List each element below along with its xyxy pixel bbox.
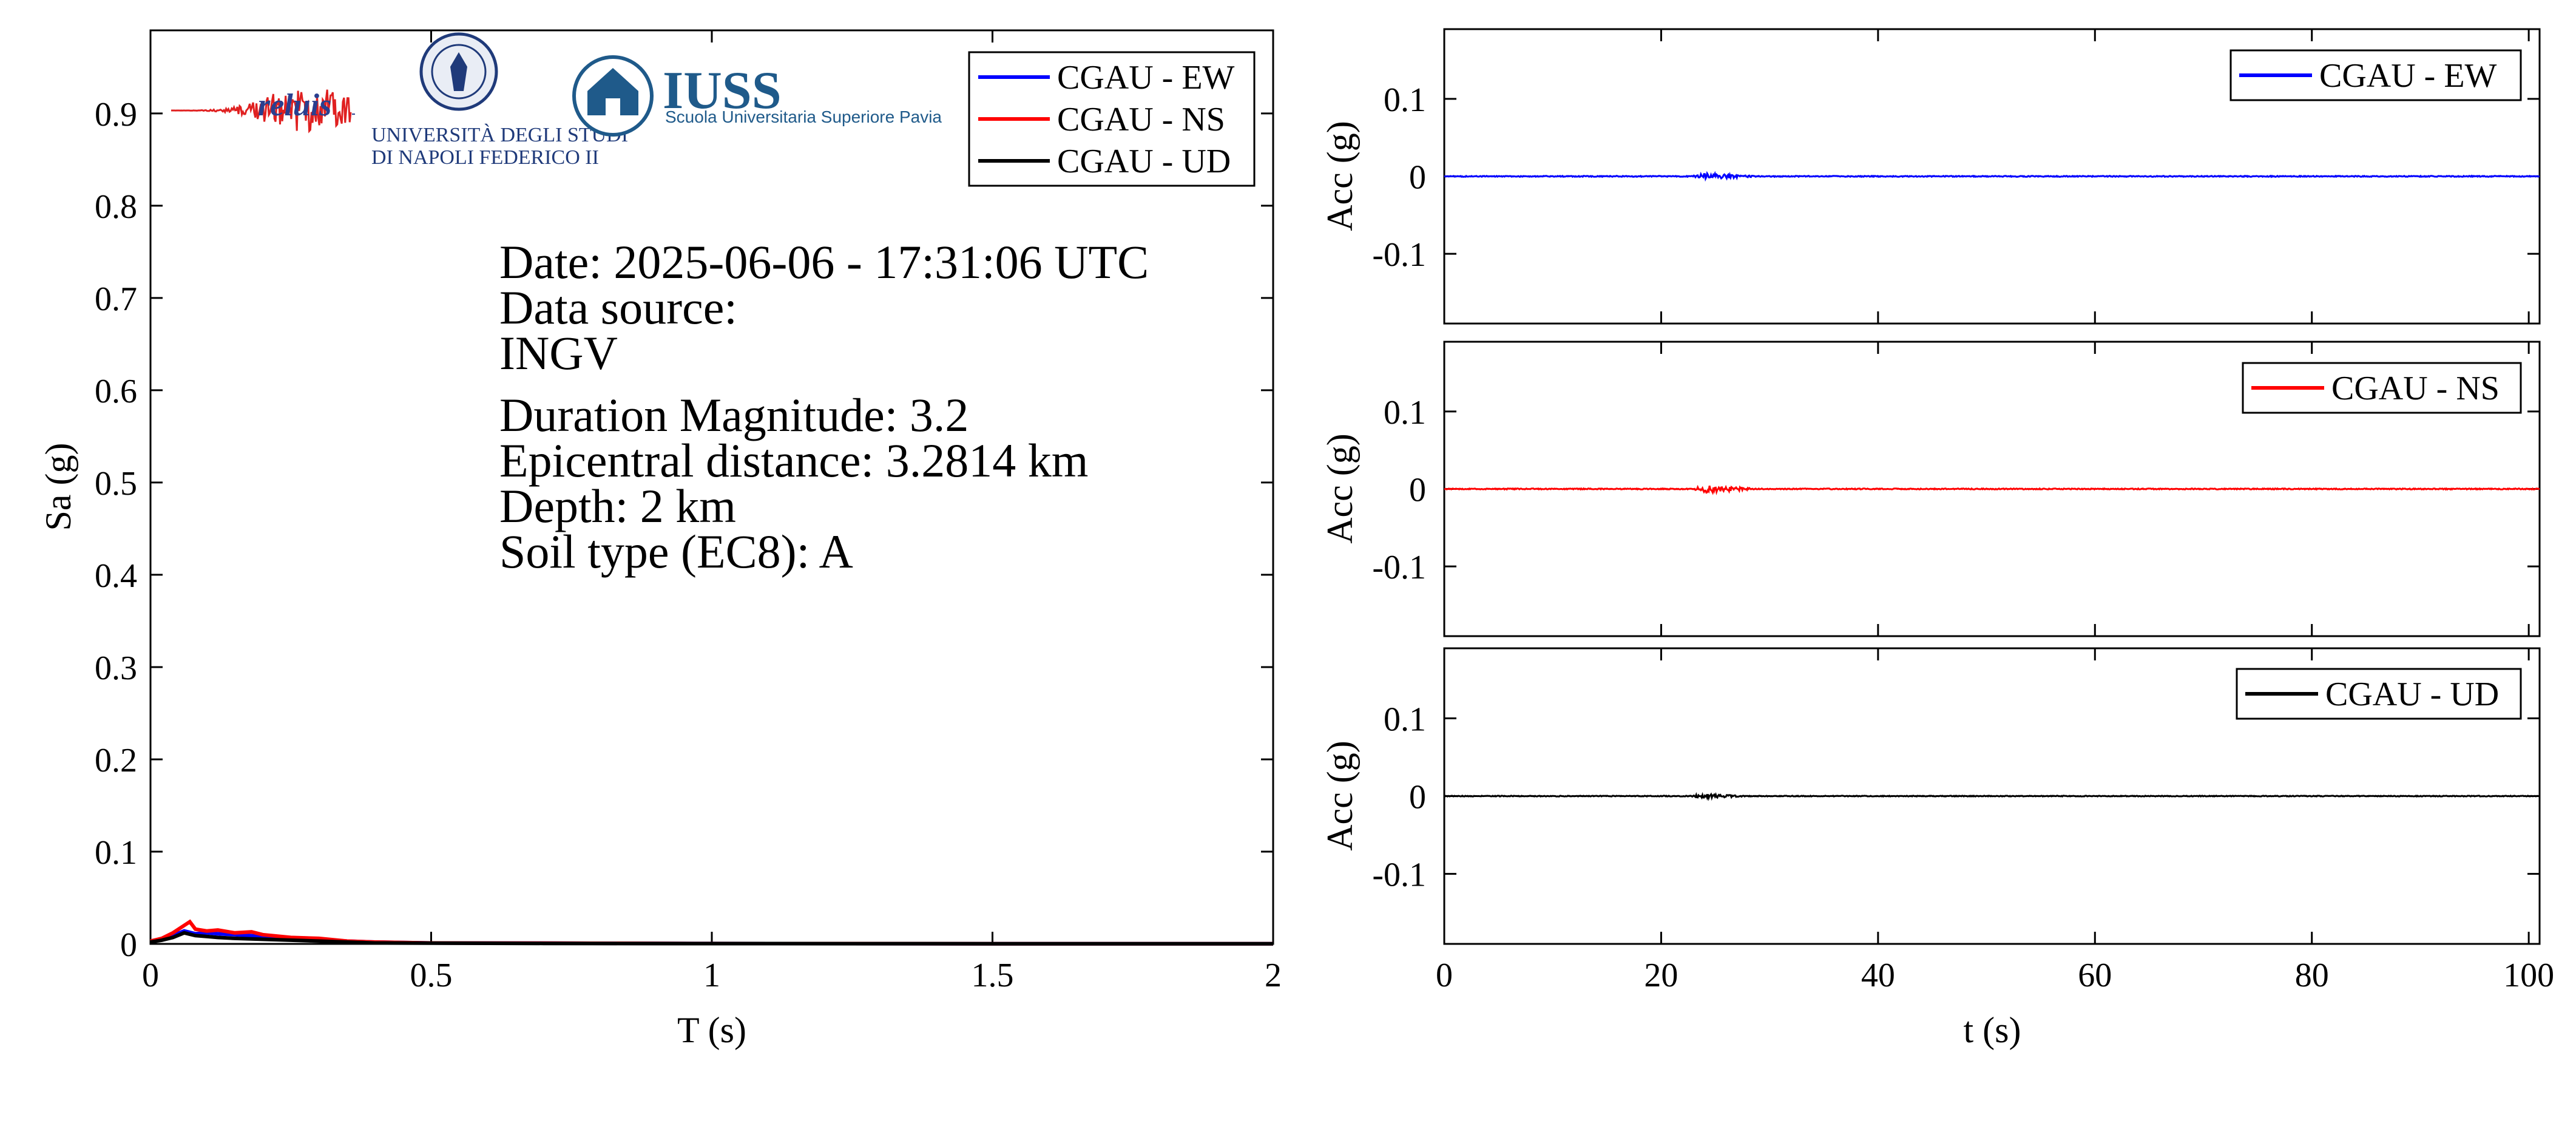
reluis-logo-text: reluis bbox=[258, 88, 331, 123]
unina-seal-figure bbox=[450, 52, 467, 91]
legend-label-ns: CGAU - NS bbox=[1057, 101, 1225, 138]
spectrum-x-tick-label: 0 bbox=[142, 957, 159, 994]
time-x-axis-label: t (s) bbox=[1964, 1010, 2021, 1050]
data-source-label: Data source: bbox=[499, 281, 737, 334]
acc-y-tick-label: 0 bbox=[1409, 159, 1426, 197]
ud-ticks: 0.1 0 -0.1 0 20 40 60 80 100 bbox=[1372, 648, 2554, 994]
spectrum-x-tick-label: 1.5 bbox=[972, 957, 1014, 994]
spectrum-series-line bbox=[150, 931, 1274, 946]
acc-y-tick-label: -0.1 bbox=[1372, 236, 1426, 274]
spectrum-y-axis-label: Sa (g) bbox=[38, 443, 78, 531]
acc-y-tick-label: -0.1 bbox=[1372, 856, 1426, 894]
spectrum-y-tick-label: 0.6 bbox=[95, 373, 137, 410]
spectrum-y-tick-label: 0 bbox=[120, 926, 137, 964]
ew-y-axis-label: Acc (g) bbox=[1320, 121, 1360, 231]
acc-x-tick-label: 80 bbox=[2295, 957, 2329, 994]
iuss-logo: IUSS Scuola Universitaria Superiore Pavi… bbox=[572, 55, 942, 137]
acc-y-tick-label: -0.1 bbox=[1372, 549, 1426, 586]
epicentral-distance: Epicentral distance: 3.2814 km bbox=[499, 434, 1088, 487]
spectrum-x-tick-label: 2 bbox=[1265, 957, 1282, 994]
accelerogram-ud-panel: 0.1 0 -0.1 0 20 40 60 80 100 CGAU - UD Acc (g) t… bbox=[1320, 647, 2554, 1050]
ew-ticks: 0.1 0 -0.1 bbox=[1372, 29, 2540, 324]
spectrum-y-tick-label: 0.4 bbox=[95, 557, 137, 595]
spectrum-y-tick-label: 0.5 bbox=[95, 465, 137, 503]
event-depth: Depth: 2 km bbox=[499, 480, 736, 532]
ns-ticks: 0.1 0 -0.1 bbox=[1372, 342, 2540, 636]
ud-y-axis-label: Acc (g) bbox=[1320, 741, 1360, 851]
reluis-waveform-graphic bbox=[171, 89, 355, 134]
iuss-logo-text: IUSS bbox=[663, 61, 782, 120]
unina-logo-line2: DI NAPOLI FEDERICO II bbox=[371, 146, 599, 169]
iuss-logo-subtitle: Scuola Universitaria Superiore Pavia bbox=[665, 107, 942, 126]
legend-label-ew: CGAU - EW bbox=[1057, 59, 1235, 97]
ns-y-axis-label: Acc (g) bbox=[1320, 433, 1360, 544]
spectrum-x-tick-label: 1 bbox=[703, 957, 720, 994]
spectrum-lines bbox=[150, 919, 1274, 946]
acc-x-tick-label: 100 bbox=[2503, 957, 2554, 994]
response-spectrum-panel: 0 0.5 1 1.5 2 0 0.1 0.2 0.3 0.4 0.5 0.6 0.7 0.8 0.9 re… bbox=[38, 29, 1282, 1050]
ew-trace bbox=[1444, 171, 2540, 182]
acc-y-tick-label: 0.1 bbox=[1384, 394, 1426, 432]
ud-legend-label: CGAU - UD bbox=[2325, 676, 2499, 713]
acc-x-tick-label: 20 bbox=[1644, 957, 1678, 994]
spectrum-x-axis-label: T (s) bbox=[677, 1010, 746, 1050]
data-source-value: INGV bbox=[499, 327, 618, 379]
event-magnitude: Duration Magnitude: 3.2 bbox=[499, 388, 969, 441]
iuss-emblem-building bbox=[587, 68, 638, 115]
ud-trace bbox=[1444, 792, 2540, 801]
acc-trace-line bbox=[1444, 484, 2540, 496]
accelerogram-ns-panel: 0.1 0 -0.1 CGAU - NS Acc (g) bbox=[1320, 341, 2541, 637]
legend-label-ud: CGAU - UD bbox=[1057, 143, 1231, 180]
spectrum-y-tick-label: 0.2 bbox=[95, 742, 137, 779]
spectrum-x-tick-label: 0.5 bbox=[410, 957, 453, 994]
iuss-emblem-door bbox=[606, 98, 620, 115]
acc-y-tick-label: 0 bbox=[1409, 779, 1426, 816]
spectrum-ticks: 0 0.5 1 1.5 2 0 0.1 0.2 0.3 0.4 0.5 0.6 0.7 0.8 0.9 bbox=[95, 30, 1282, 994]
spectrum-y-tick-label: 0.9 bbox=[95, 96, 137, 134]
acc-x-tick-label: 0 bbox=[1436, 957, 1453, 994]
acc-x-tick-label: 40 bbox=[1861, 957, 1895, 994]
ew-legend-label: CGAU - EW bbox=[2319, 57, 2497, 95]
ns-trace bbox=[1444, 484, 2540, 496]
spectrum-y-tick-label: 0.8 bbox=[95, 188, 137, 226]
acc-y-tick-label: 0.1 bbox=[1384, 700, 1426, 738]
spectrum-y-tick-label: 0.7 bbox=[95, 280, 137, 318]
acc-trace-line bbox=[1444, 171, 2540, 182]
unina-logo-line1: UNIVERSITÀ DEGLI STUDI bbox=[371, 124, 628, 146]
ns-legend-box bbox=[2242, 362, 2522, 414]
reluis-wave-line bbox=[171, 89, 352, 134]
soil-type: Soil type (EC8): A bbox=[499, 525, 853, 578]
event-date: Date: 2025-06-06 - 17:31:06 UTC bbox=[499, 236, 1149, 288]
acc-y-tick-label: 0.1 bbox=[1384, 81, 1426, 119]
unina-seal-inner bbox=[431, 44, 487, 100]
reluis-logo: reluis bbox=[171, 88, 355, 134]
acc-y-tick-label: 0 bbox=[1409, 472, 1426, 509]
spectrum-legend: CGAU - EW CGAU - NS CGAU - UD bbox=[968, 51, 1256, 187]
spectrum-y-tick-label: 0.1 bbox=[95, 834, 137, 872]
event-info: Date: 2025-06-06 - 17:31:06 UTC Data sou… bbox=[499, 236, 1149, 578]
unina-logo: UNIVERSITÀ DEGLI STUDI DI NAPOLI FEDERIC… bbox=[371, 32, 628, 169]
accelerogram-ew-panel: 0.1 0 -0.1 CGAU - EW Acc (g) bbox=[1320, 28, 2541, 325]
spectrum-y-tick-label: 0.3 bbox=[95, 649, 137, 687]
ns-legend-label: CGAU - NS bbox=[2331, 370, 2500, 407]
acc-trace-line bbox=[1444, 792, 2540, 801]
acc-x-tick-label: 60 bbox=[2078, 957, 2112, 994]
